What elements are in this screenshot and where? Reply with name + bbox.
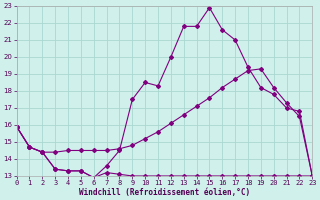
X-axis label: Windchill (Refroidissement éolien,°C): Windchill (Refroidissement éolien,°C) bbox=[79, 188, 250, 197]
